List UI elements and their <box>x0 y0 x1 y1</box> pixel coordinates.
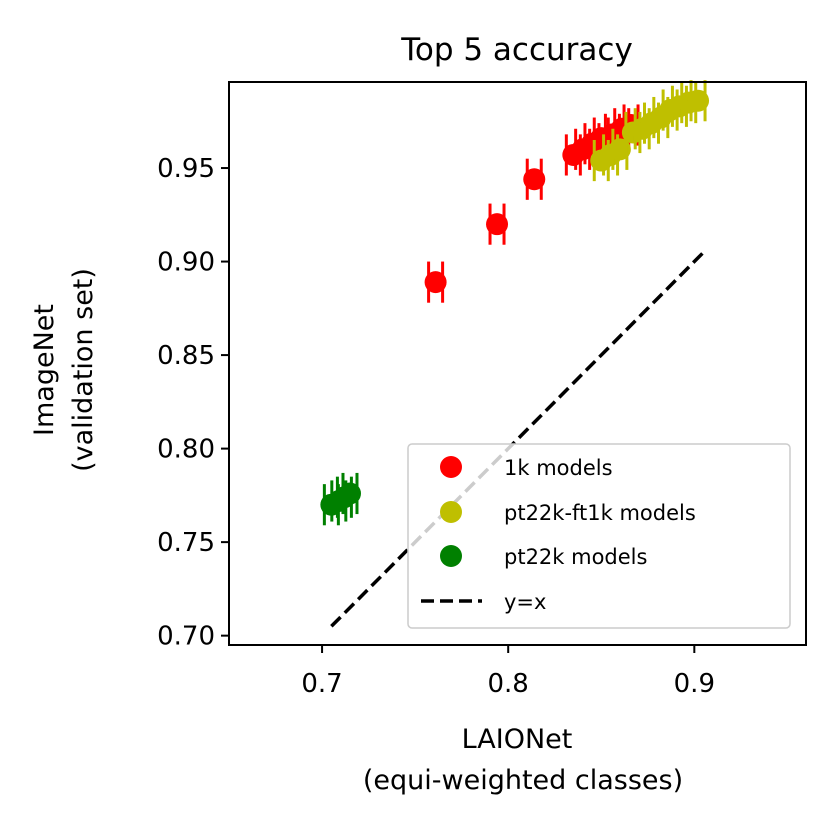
y-tick-label: 0.95 <box>157 154 215 184</box>
legend-label-pt22k-ft1k: pt22k-ft1k models <box>504 501 696 525</box>
y-axis-label-line2: (validation set) <box>68 268 99 472</box>
data-point <box>338 482 361 505</box>
legend-label-y-equals-x: y=x <box>504 590 546 614</box>
x-axis-label-line2: (equi-weighted classes) <box>363 765 683 796</box>
legend-marker-pt22k <box>440 545 462 567</box>
legend-marker-pt22k-ft1k <box>440 501 462 523</box>
reference-line-y-equals-x <box>330 250 705 628</box>
data-point <box>687 89 710 112</box>
plot-frame <box>228 81 807 646</box>
x-tick-label: 0.7 <box>301 669 342 699</box>
data-point <box>486 213 509 236</box>
x-tick-label: 0.9 <box>674 669 715 699</box>
y-tick-label: 0.85 <box>157 341 215 371</box>
legend-label-1k: 1k models <box>504 456 613 480</box>
y-axis-label-line1: ImageNet <box>29 304 60 436</box>
data-point <box>424 271 447 294</box>
y-tick-label: 0.70 <box>157 622 215 652</box>
x-axis-label-line1: LAIONet <box>462 724 573 755</box>
legend-label-pt22k: pt22k models <box>504 545 647 569</box>
legend: 1k models pt22k-ft1k models pt22k models… <box>407 443 791 629</box>
chart-title: Top 5 accuracy <box>400 32 633 68</box>
legend-box <box>407 443 791 629</box>
y-tick-label: 0.80 <box>157 435 215 465</box>
data-point <box>523 168 546 191</box>
y-tick-label: 0.90 <box>157 248 215 278</box>
legend-marker-1k <box>440 456 462 478</box>
x-tick-label: 0.8 <box>488 669 529 699</box>
y-tick-label: 0.75 <box>157 528 215 558</box>
